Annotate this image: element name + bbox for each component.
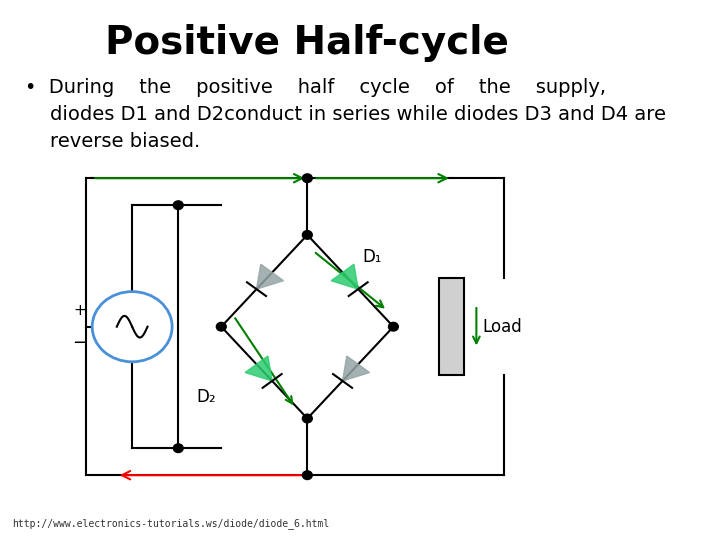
Text: D₂: D₂ — [197, 388, 216, 406]
Polygon shape — [331, 264, 358, 289]
Circle shape — [302, 174, 312, 183]
Circle shape — [174, 201, 183, 210]
Text: +: + — [73, 303, 86, 318]
Circle shape — [302, 471, 312, 480]
Circle shape — [389, 322, 398, 331]
Text: Positive Half-cycle: Positive Half-cycle — [105, 24, 509, 62]
Text: −: − — [72, 334, 87, 352]
Polygon shape — [343, 356, 369, 381]
Text: •  During    the    positive    half    cycle    of    the    supply,: • During the positive half cycle of the … — [24, 78, 606, 97]
Text: http://www.electronics-tutorials.ws/diode/diode_6.html: http://www.electronics-tutorials.ws/diod… — [12, 518, 330, 529]
Circle shape — [302, 231, 312, 239]
Text: D₁: D₁ — [363, 247, 382, 266]
Polygon shape — [245, 356, 272, 381]
Text: Load: Load — [482, 318, 522, 336]
Text: reverse biased.: reverse biased. — [24, 132, 200, 151]
Circle shape — [302, 414, 312, 423]
Circle shape — [217, 322, 226, 331]
FancyBboxPatch shape — [439, 278, 464, 375]
Polygon shape — [256, 264, 284, 289]
Text: diodes D1 and D2conduct in series while diodes D3 and D4 are: diodes D1 and D2conduct in series while … — [24, 105, 665, 124]
Circle shape — [174, 444, 183, 453]
